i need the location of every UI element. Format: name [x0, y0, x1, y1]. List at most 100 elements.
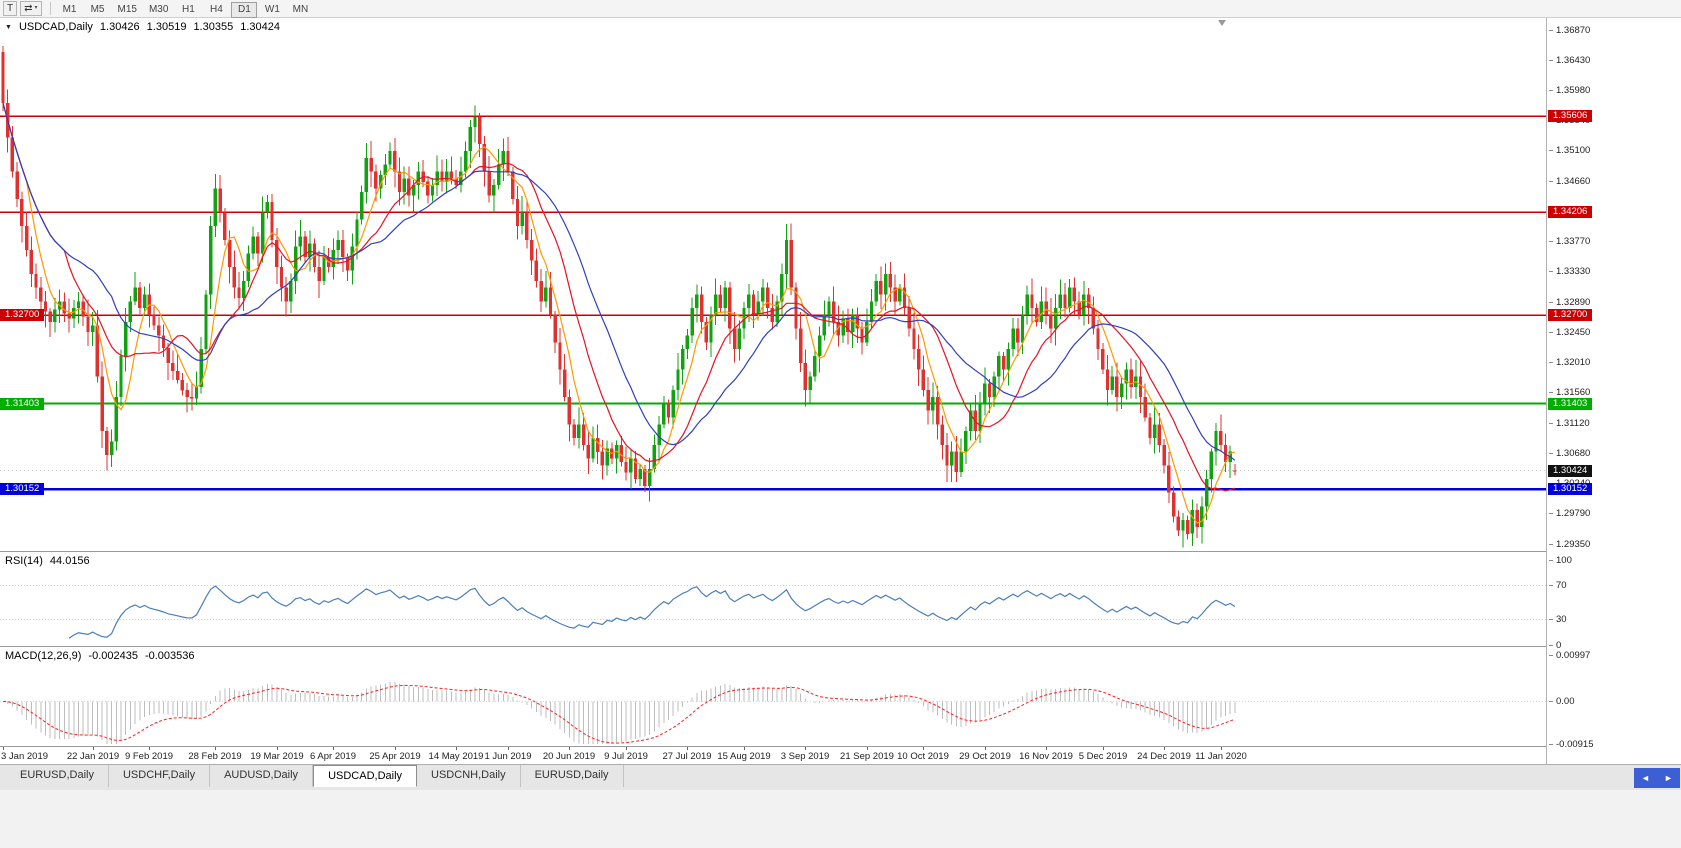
time-axis-tick	[744, 747, 745, 750]
time-axis[interactable]: 3 Jan 2019 22 Jan 2019 9 Feb 2019 28 Feb 20…	[0, 747, 1681, 764]
time-axis-tick	[805, 747, 806, 750]
time-axis-label: 29 Oct 2019	[959, 751, 1011, 762]
tab-audusd-2[interactable]: AUDUSD,Daily	[210, 765, 314, 787]
tab-usdcad-3[interactable]: USDCAD,Daily	[313, 765, 418, 787]
timeframe-m5-button[interactable]: M5	[85, 2, 111, 18]
time-axis-label: 5 Dec 2019	[1078, 751, 1128, 762]
hline-price-tag[interactable]: 1.34206	[1548, 206, 1593, 219]
time-axis-label: 9 Jul 2019	[604, 751, 648, 762]
price-chart-panel[interactable]: ▼ USDCAD,Daily 1.30426 1.30519 1.30355 1…	[0, 18, 1546, 551]
timeframe-m15-button[interactable]: M15	[113, 2, 142, 18]
rsi-name: RSI(14)	[5, 555, 43, 567]
time-axis-label: 25 Apr 2019	[369, 751, 421, 762]
timeframe-w1-button[interactable]: W1	[259, 2, 285, 18]
chart-symbol-label: USDCAD,Daily	[18, 21, 93, 33]
hline-left-tag[interactable]: 1.32700	[0, 309, 45, 322]
time-axis-tick	[626, 747, 627, 750]
tab-eurusd-5[interactable]: EURUSD,Daily	[521, 765, 624, 787]
price-axis[interactable]: 1.368701.364301.359801.355401.351001.346…	[1546, 18, 1681, 764]
hline-price-tag[interactable]: 1.31403	[1548, 397, 1593, 410]
price-axis-label: 1.35980	[1549, 85, 1590, 96]
quote-high-value: 1.30519	[146, 21, 187, 33]
timeframe-buttons-group: M1 M5 M15 M30 H1 H4 D1 W1 MN	[56, 0, 315, 18]
price-axis-label: 1.31560	[1549, 387, 1590, 398]
chart-tabs-bar: EURUSD,Daily USDCHF,Daily AUDUSD,Daily USDC…	[0, 764, 1681, 790]
hline-price-tag[interactable]: 1.32700	[1548, 309, 1593, 322]
price-axis-label: 1.33770	[1549, 236, 1590, 247]
price-axis-label: 1.36430	[1549, 55, 1590, 66]
tab-eurusd-0[interactable]: EURUSD,Daily	[6, 765, 109, 787]
macd-indicator-panel[interactable]: MACD(12,26,9) -0.002435 -0.003536	[0, 647, 1546, 746]
time-axis-label: 16 Nov 2019	[1019, 751, 1073, 762]
tab-usdcnh-4[interactable]: USDCNH,Daily	[417, 765, 521, 787]
timeframe-d1-button[interactable]: D1	[231, 1, 258, 18]
macd-axis-label: 0.00997	[1549, 650, 1590, 661]
swap-arrows-button[interactable]: ⇄ ▾	[20, 1, 42, 16]
time-axis-tick	[508, 747, 509, 750]
time-axis-label: 21 Sep 2019	[840, 751, 894, 762]
timeframe-m30-button[interactable]: M30	[144, 2, 173, 18]
price-axis-label: 1.30240	[1549, 478, 1590, 489]
rsi-chart[interactable]	[0, 552, 1546, 646]
quote-close-value: 1.30424	[240, 21, 280, 33]
rsi-indicator-panel[interactable]: RSI(14) 44.0156	[0, 552, 1546, 646]
time-axis-tick	[687, 747, 688, 750]
text-tool-button[interactable]: T	[3, 1, 18, 16]
tab-scroll-right-button[interactable]: ►	[1664, 773, 1673, 783]
time-axis-label: 3 Jan 2019	[1, 751, 49, 762]
hline-left-tag[interactable]: 1.31403	[0, 397, 45, 410]
rsi-label: RSI(14) 44.0156	[5, 555, 90, 567]
timeframe-mn-button[interactable]: MN	[287, 2, 313, 18]
tab-scroll-buttons: ◄ ►	[1634, 768, 1680, 788]
time-axis-label: 14 May 2019	[428, 751, 484, 762]
swap-arrows-icon: ⇄	[24, 3, 33, 14]
rsi-axis-label: 70	[1549, 580, 1567, 591]
time-axis-tick	[333, 747, 334, 750]
time-axis-label: 9 Feb 2019	[124, 751, 174, 762]
time-axis-tick	[215, 747, 216, 750]
time-axis-tick	[867, 747, 868, 750]
toolbar: T ⇄ ▾ M1 M5 M15 M30 H1 H4 D1 W1 MN	[0, 0, 1681, 18]
rsi-value: 44.0156	[49, 555, 90, 567]
price-axis-label: 1.36870	[1549, 25, 1590, 36]
chart-title: ▼ USDCAD,Daily 1.30426 1.30519 1.30355 1…	[5, 21, 280, 33]
price-axis-label: 1.32890	[1549, 297, 1590, 308]
time-axis-tick	[277, 747, 278, 750]
panel-separator[interactable]	[0, 646, 1681, 647]
price-axis-label: 1.29790	[1549, 508, 1590, 519]
price-axis-label: 1.34660	[1549, 176, 1590, 187]
price-axis-label: 1.35100	[1549, 145, 1590, 156]
tab-scroll-left-button[interactable]: ◄	[1641, 773, 1650, 783]
price-axis-label: 1.32450	[1549, 327, 1590, 338]
macd-axis-label: -0.00915	[1549, 739, 1594, 750]
time-axis-tick	[93, 747, 94, 750]
time-axis-label: 28 Feb 2019	[188, 751, 242, 762]
hline-price-tag[interactable]: 1.30152	[1548, 483, 1593, 496]
rsi-axis-label: 0	[1549, 640, 1561, 651]
dropdown-caret-icon: ▾	[34, 5, 38, 11]
macd-chart[interactable]	[0, 647, 1546, 746]
time-axis-label: 24 Dec 2019	[1137, 751, 1191, 762]
time-axis-tick	[1164, 747, 1165, 750]
panel-separator[interactable]	[0, 746, 1681, 747]
tab-usdchf-1[interactable]: USDCHF,Daily	[109, 765, 211, 787]
time-axis-label: 20 Jun 2019	[542, 751, 596, 762]
chart-shift-marker-icon[interactable]	[1218, 20, 1226, 26]
timeframe-h1-button[interactable]: H1	[175, 2, 201, 18]
time-axis-tick	[456, 747, 457, 750]
time-axis-label: 10 Oct 2019	[897, 751, 949, 762]
time-axis-label: 3 Sep 2019	[780, 751, 830, 762]
timeframe-m1-button[interactable]: M1	[57, 2, 83, 18]
chart-menu-arrow-icon[interactable]: ▼	[5, 23, 12, 31]
time-axis-label: 19 Mar 2019	[250, 751, 304, 762]
hline-left-tag[interactable]: 1.30152	[0, 483, 45, 496]
time-axis-tick	[1221, 747, 1222, 750]
candlestick-chart[interactable]	[0, 18, 1546, 551]
macd-axis-label: 0.00	[1549, 696, 1575, 707]
hline-price-tag[interactable]: 1.35606	[1548, 110, 1593, 123]
time-axis-tick	[3, 747, 4, 750]
macd-name: MACD(12,26,9)	[5, 650, 82, 662]
time-axis-label: 27 Jul 2019	[662, 751, 712, 762]
panel-separator[interactable]	[0, 551, 1681, 552]
timeframe-h4-button[interactable]: H4	[203, 2, 229, 18]
